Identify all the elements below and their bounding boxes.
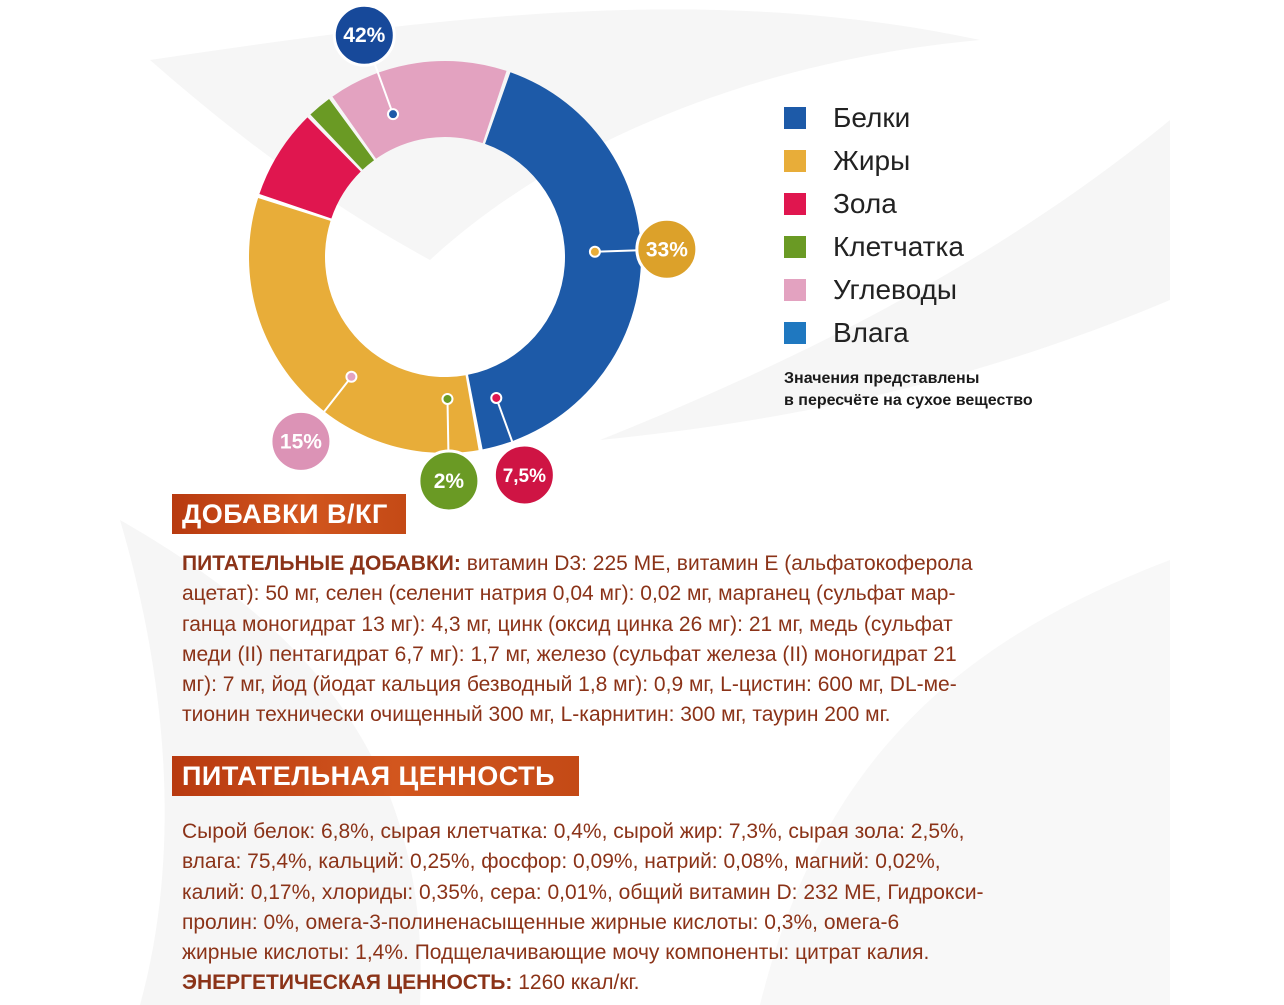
- energy-label: ЭНЕРГЕТИЧЕСКАЯ ЦЕННОСТЬ:: [182, 971, 513, 995]
- legend-label-carbs: Углеводы: [833, 273, 958, 305]
- additives-line-text: витамин D3: 225 МЕ, витамин Е (альфатоко…: [460, 552, 973, 575]
- legend-item-moisture: Влага: [784, 311, 1144, 354]
- nutrition-text: Сырой белок: 6,8%, сырая клетчатка: 0,4%…: [182, 817, 1132, 999]
- chart-legend: Белки Жиры Зола Клетчатка Углеводы Влага…: [784, 96, 1144, 412]
- legend-label-ash: Зола: [833, 187, 897, 219]
- legend-swatch-fiber: [784, 235, 806, 258]
- legend-swatch-carbs: [784, 278, 806, 301]
- chart-note-line: в пересчёте на сухое вещество: [784, 392, 1033, 409]
- additives-line: меди (II) пентагидрат 6,7 мг): 1,7 мг, ж…: [182, 642, 957, 666]
- donut-chart: 42% 33% 7,5% 2% 15%: [248, 3, 699, 513]
- additives-text: ПИТАТЕЛЬНЫЕ ДОБАВКИ: витамин D3: 225 МЕ,…: [182, 549, 1132, 731]
- callout-label-ash: 7,5%: [503, 466, 546, 487]
- callout-label-carbs: 15%: [280, 430, 322, 453]
- donut-slice-carbs: [332, 61, 507, 159]
- additives-line: мг): 7 мг, йод (йодат кальция безводный …: [182, 673, 957, 697]
- legend-swatch-ash: [784, 192, 806, 215]
- legend-label-proteins: Белки: [833, 101, 911, 133]
- additives-line: ПИТАТЕЛЬНЫЕ ДОБАВКИ: витамин D3: 225 МЕ,…: [182, 549, 1132, 579]
- donut-callouts: 42% 33% 7,5% 2% 15%: [269, 3, 699, 513]
- legend-swatch-moisture: [784, 321, 806, 344]
- callout-ash: 7,5%: [490, 391, 556, 507]
- callout-bubble-fats: [635, 217, 699, 281]
- callout-fiber: 2%: [417, 392, 481, 513]
- callout-label-fats: 33%: [646, 238, 688, 261]
- nutrition-line: жирные кислоты: 1,4%. Подщелачивающие мо…: [182, 941, 930, 965]
- legend-label-fats: Жиры: [833, 144, 911, 176]
- callout-carbs: 15%: [269, 370, 358, 473]
- callout-dot-proteins: [387, 108, 400, 121]
- nutrition-line: пролин: 0%, омега-3-полиненасыщенные жир…: [182, 910, 900, 934]
- chart-note-line: Значения представлены: [784, 370, 980, 387]
- callout-fats: 33%: [588, 217, 699, 281]
- callout-dot-fats: [588, 245, 601, 258]
- additives-line: ганца моногидрат 13 мг): 4,3 мг, цинк (о…: [182, 612, 953, 636]
- donut-slice-fiber: [310, 98, 375, 170]
- legend-item-proteins: Белки: [784, 96, 1144, 139]
- donut-slice-fats: [248, 197, 479, 453]
- callout-bubble-ash: [492, 443, 556, 507]
- callout-bubble-proteins: [332, 3, 396, 67]
- legend-label-fiber: Клетчатка: [833, 230, 964, 262]
- legend-swatch-fats: [784, 149, 806, 172]
- callout-bubble-fiber: [417, 449, 481, 513]
- donut-slice-proteins: [468, 72, 641, 450]
- legend-item-fiber: Клетчатка: [784, 225, 1144, 268]
- callout-label-fiber: 2%: [434, 470, 465, 493]
- callout-dot-fiber: [441, 392, 454, 405]
- callout-proteins: 42%: [332, 3, 400, 121]
- nutrition-line: калий: 0,17%, хлориды: 0,35%, сера: 0,01…: [182, 880, 984, 904]
- legend-item-carbs: Углеводы: [784, 268, 1144, 311]
- legend-label-moisture: Влага: [833, 316, 909, 348]
- donut-slice-ash: [259, 117, 361, 219]
- energy-line: ЭНЕРГЕТИЧЕСКАЯ ЦЕННОСТЬ: 1260 ккал/кг.: [182, 968, 1132, 998]
- callout-bubble-carbs: [269, 409, 333, 473]
- nutrition-line: Сырой белок: 6,8%, сырая клетчатка: 0,4%…: [182, 820, 965, 843]
- energy-value: 1260 ккал/кг.: [512, 971, 640, 995]
- callout-label-proteins: 42%: [343, 24, 385, 47]
- additives-line: тионин технически очищенный 300 мг, L-ка…: [182, 703, 891, 727]
- chart-note: Значения представлены в пересчёте на сух…: [784, 368, 1104, 412]
- donut-slices: [248, 61, 641, 453]
- legend-swatch-proteins: [784, 106, 806, 129]
- additives-label: ПИТАТЕЛЬНЫЕ ДОБАВКИ:: [182, 552, 461, 575]
- additives-heading: ДОБАВКИ В/КГ: [172, 494, 406, 534]
- legend-item-ash: Зола: [784, 182, 1144, 225]
- legend-item-fats: Жиры: [784, 139, 1144, 182]
- additives-line: ацетат): 50 мг, селен (селенит натрия 0,…: [182, 582, 956, 606]
- callout-dot-ash: [490, 391, 503, 404]
- nutrition-heading: ПИТАТЕЛЬНАЯ ЦЕННОСТЬ: [172, 756, 579, 796]
- nutrition-line: влага: 75,4%, кальций: 0,25%, фосфор: 0,…: [182, 850, 941, 874]
- callout-dot-carbs: [345, 370, 358, 383]
